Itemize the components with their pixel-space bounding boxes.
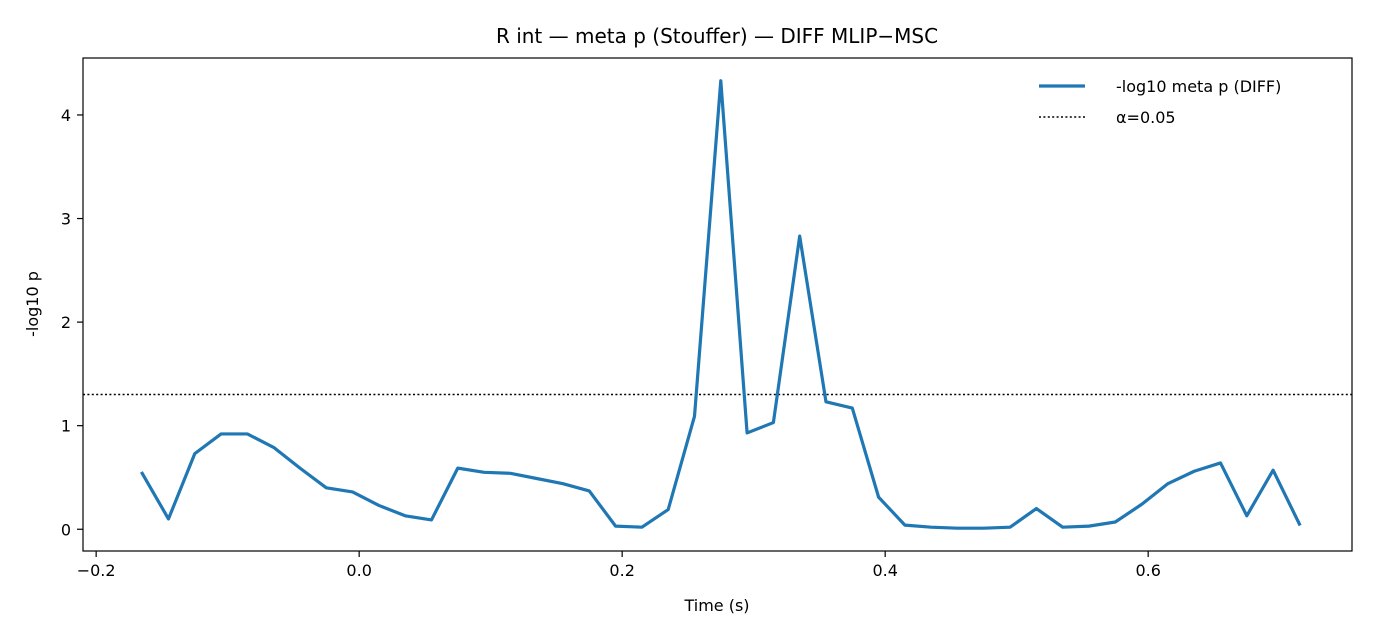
x-axis-label: Time (s) — [683, 596, 749, 615]
y-axis: 0 1 2 3 4 — [61, 106, 83, 539]
y-tick-label: 4 — [61, 106, 71, 125]
y-tick-label: 2 — [61, 313, 71, 332]
legend-label-alpha: α=0.05 — [1116, 108, 1176, 127]
y-tick-label: 0 — [61, 520, 71, 539]
chart-title: R int — meta p (Stouffer) — DIFF MLIP−MS… — [496, 24, 938, 48]
y-axis-label: -log10 p — [23, 271, 42, 337]
x-tick-label: 0.4 — [872, 561, 897, 580]
x-tick-label: 0.0 — [346, 561, 371, 580]
x-tick-label: 0.6 — [1135, 561, 1160, 580]
x-tick-label: 0.2 — [609, 561, 634, 580]
series-line — [139, 79, 1302, 530]
legend-label-series: -log10 meta p (DIFF) — [1116, 77, 1281, 96]
data-series — [139, 79, 1302, 530]
x-tick-label: −0.2 — [77, 561, 116, 580]
plot-area-frame — [82, 57, 1353, 552]
legend: -log10 meta p (DIFF) α=0.05 — [1039, 77, 1281, 127]
y-tick-label: 1 — [61, 417, 71, 436]
y-tick-label: 3 — [61, 210, 71, 229]
x-axis: −0.2 0.0 0.2 0.4 0.6 — [77, 551, 1161, 580]
